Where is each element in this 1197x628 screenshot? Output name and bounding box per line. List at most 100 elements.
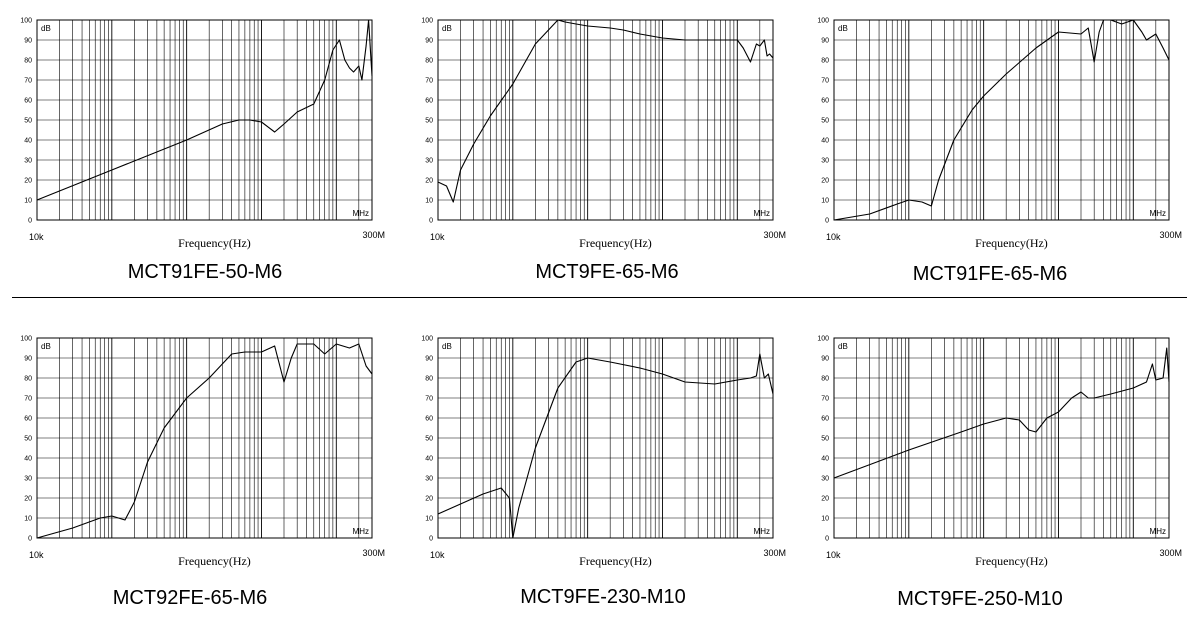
y-tick-label: 100 — [817, 336, 829, 343]
x-axis-title: Frequency(Hz) — [975, 554, 1048, 568]
y-tick-label: 0 — [429, 218, 433, 225]
y-unit-label: dB — [41, 342, 51, 351]
y-tick-label: 50 — [425, 118, 433, 125]
x-start-label: 10k — [29, 550, 44, 560]
y-tick-label: 30 — [821, 476, 829, 483]
chart-svg: 0 10 20 30 40 50 60 70 80 90 100 dB MHz 10k 300M Freque… — [421, 18, 786, 251]
chart-svg: 0 10 20 30 40 50 60 70 80 90 100 dB MHz 10k 300M Freque… — [817, 336, 1182, 569]
x-start-label: 10k — [826, 550, 841, 560]
y-tick-label: 50 — [425, 436, 433, 443]
y-tick-label: 20 — [425, 496, 433, 503]
y-tick-label: 70 — [24, 78, 32, 85]
x-unit-label: MHz — [754, 209, 770, 218]
y-tick-label: 10 — [24, 198, 32, 205]
y-tick-label: 0 — [429, 536, 433, 543]
chart-title-6: MCT9FE-250-M10 — [897, 588, 1063, 610]
y-tick-label: 60 — [425, 98, 433, 105]
chart-panel-6: 0 10 20 30 40 50 60 70 80 90 100 dB MHz 10k 300M Freque… — [809, 328, 1197, 628]
y-tick-label: 40 — [425, 138, 433, 145]
chart-title-4: MCT92FE-65-M6 — [112, 587, 268, 609]
y-tick-label: 50 — [821, 436, 829, 443]
y-tick-label: 10 — [821, 516, 829, 523]
y-tick-label: 30 — [821, 158, 829, 165]
chart-svg: 0 10 20 30 40 50 60 70 80 90 100 dB MHz 10k 300M Freque… — [421, 336, 786, 569]
y-tick-label: 80 — [24, 58, 32, 65]
y-tick-label: 90 — [425, 38, 433, 45]
x-start-label: 10k — [826, 232, 841, 242]
chart-title-1: MCT91FE-50-M6 — [127, 261, 283, 283]
y-tick-label: 60 — [24, 416, 32, 423]
attenuation-curve — [36, 19, 373, 201]
plot-frame — [833, 19, 1170, 221]
plot-frame — [36, 19, 373, 221]
y-tick-label: 30 — [425, 476, 433, 483]
y-tick-label: 60 — [821, 98, 829, 105]
y-tick-label: 10 — [821, 198, 829, 205]
chart-panel-4: 0 10 20 30 40 50 60 70 80 90 100 dB MHz 10k 300M Freque… — [12, 328, 412, 628]
y-tick-label: 20 — [821, 178, 829, 185]
x-unit-label: MHz — [1150, 527, 1166, 536]
x-axis-title: Frequency(Hz) — [178, 554, 251, 568]
y-tick-label: 90 — [24, 38, 32, 45]
y-tick-label: 80 — [24, 376, 32, 383]
x-axis-title: Frequency(Hz) — [178, 236, 251, 250]
x-start-label: 10k — [430, 232, 445, 242]
y-tick-label: 20 — [24, 178, 32, 185]
y-tick-label: 100 — [20, 336, 32, 343]
chart-svg: 0 10 20 30 40 50 60 70 80 90 100 dB MHz 10k 300M Freque… — [817, 18, 1182, 251]
y-tick-label: 20 — [821, 496, 829, 503]
y-tick-label: 90 — [24, 356, 32, 363]
y-tick-label: 80 — [821, 58, 829, 65]
y-tick-label: 40 — [24, 456, 32, 463]
y-tick-label: 10 — [425, 516, 433, 523]
section-divider — [12, 297, 1187, 298]
x-end-label: 300M — [1159, 548, 1182, 558]
y-tick-label: 70 — [425, 396, 433, 403]
x-end-label: 300M — [362, 548, 385, 558]
x-end-label: 300M — [763, 230, 786, 240]
attenuation-curve — [36, 343, 373, 539]
y-unit-label: dB — [442, 24, 452, 33]
x-axis-title: Frequency(Hz) — [579, 554, 652, 568]
y-tick-label: 100 — [421, 336, 433, 343]
y-tick-label: 40 — [425, 456, 433, 463]
y-tick-label: 20 — [24, 496, 32, 503]
x-end-label: 300M — [362, 230, 385, 240]
y-tick-label: 60 — [24, 98, 32, 105]
y-unit-label: dB — [41, 24, 51, 33]
chart-title-2: MCT9FE-65-M6 — [535, 261, 679, 283]
y-tick-label: 90 — [821, 356, 829, 363]
y-unit-label: dB — [838, 24, 848, 33]
chart-panel-5: 0 10 20 30 40 50 60 70 80 90 100 dB MHz 10k 300M Freque… — [413, 328, 813, 628]
y-unit-label: dB — [838, 342, 848, 351]
x-axis-title: Frequency(Hz) — [579, 236, 652, 250]
y-tick-label: 40 — [821, 456, 829, 463]
attenuation-curve — [833, 19, 1170, 221]
y-tick-label: 30 — [24, 158, 32, 165]
y-tick-label: 0 — [28, 536, 32, 543]
y-tick-label: 50 — [24, 436, 32, 443]
y-tick-label: 80 — [821, 376, 829, 383]
x-axis-title: Frequency(Hz) — [975, 236, 1048, 250]
y-tick-label: 90 — [821, 38, 829, 45]
y-tick-label: 100 — [421, 18, 433, 25]
y-tick-label: 70 — [821, 78, 829, 85]
chart-title-3: MCT91FE-65-M6 — [912, 263, 1068, 285]
y-tick-label: 100 — [817, 18, 829, 25]
y-tick-label: 40 — [24, 138, 32, 145]
chart-title-5: MCT9FE-230-M10 — [520, 586, 686, 608]
attenuation-curve — [437, 19, 774, 203]
chart-svg: 0 10 20 30 40 50 60 70 80 90 100 dB MHz 10k 300M Freque… — [20, 18, 385, 251]
chart-svg: 0 10 20 30 40 50 60 70 80 90 100 dB MHz 10k 300M Freque… — [20, 336, 385, 569]
y-tick-label: 50 — [24, 118, 32, 125]
y-tick-label: 60 — [425, 416, 433, 423]
chart-panel-1: 0 10 20 30 40 50 60 70 80 90 100 dB MHz 10k 300M Freque… — [12, 10, 412, 310]
chart-panel-2: 0 10 20 30 40 50 60 70 80 90 100 dB MHz 10k 300M Freque… — [413, 10, 813, 310]
attenuation-curve — [833, 347, 1170, 479]
x-end-label: 300M — [1159, 230, 1182, 240]
chart-panel-3: 0 10 20 30 40 50 60 70 80 90 100 dB MHz 10k 300M Freque… — [809, 10, 1197, 310]
y-tick-label: 80 — [425, 376, 433, 383]
y-tick-label: 70 — [24, 396, 32, 403]
y-tick-label: 0 — [825, 218, 829, 225]
plot-frame — [833, 337, 1170, 539]
